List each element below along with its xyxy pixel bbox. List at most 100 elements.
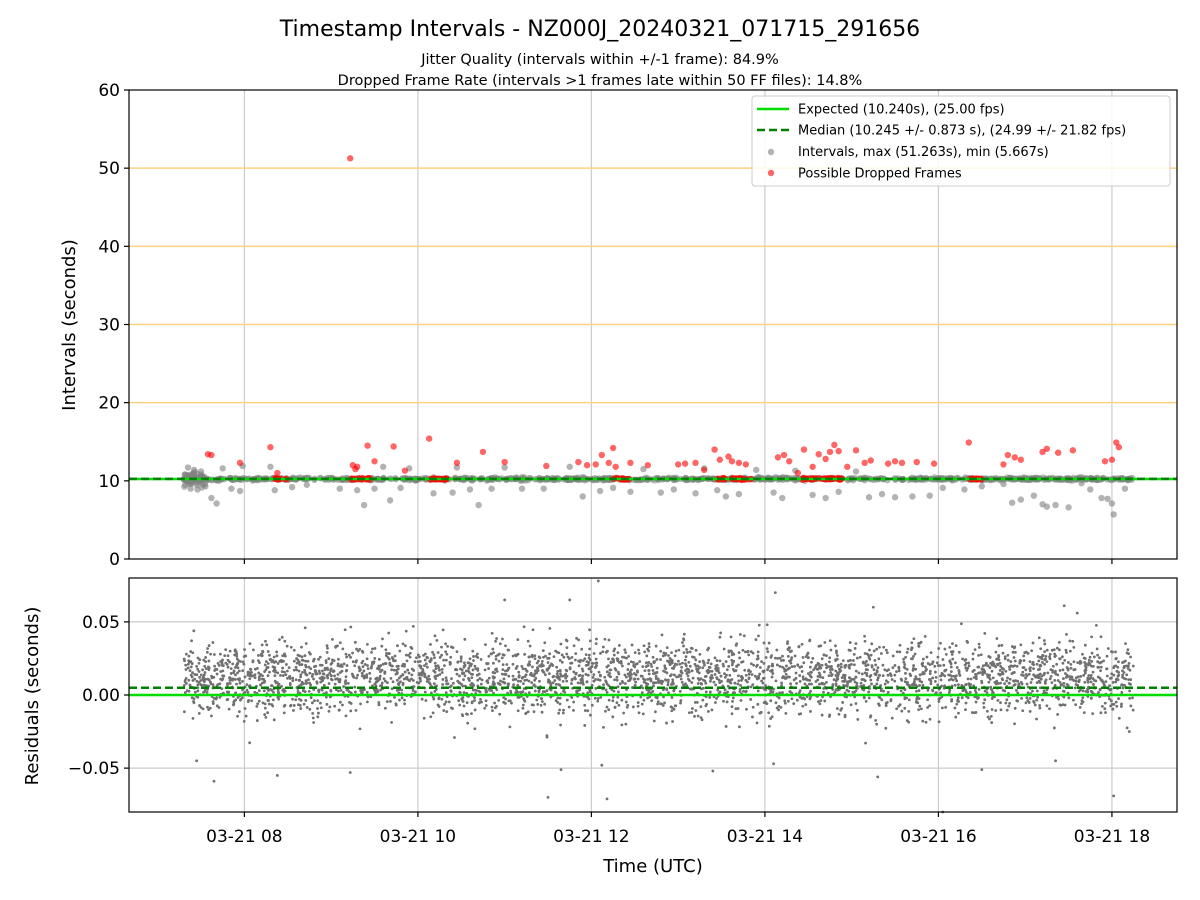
residual-point bbox=[974, 691, 978, 695]
interval-point bbox=[360, 501, 368, 509]
residual-point bbox=[292, 704, 296, 707]
residual-point bbox=[516, 638, 520, 642]
residual-point bbox=[292, 709, 295, 712]
residual-point bbox=[185, 682, 188, 685]
residual-point bbox=[377, 667, 381, 671]
residual-point bbox=[767, 711, 771, 715]
interval-point bbox=[267, 463, 274, 470]
residual-point bbox=[1086, 678, 1090, 682]
residual-point bbox=[758, 666, 762, 669]
residual-point bbox=[809, 670, 812, 674]
residual-point bbox=[510, 701, 513, 705]
residual-point bbox=[530, 703, 534, 707]
intervals-y-axis-label: Intervals (seconds) bbox=[59, 239, 80, 411]
residual-point bbox=[969, 677, 973, 681]
residual-point bbox=[581, 674, 585, 678]
residual-point bbox=[389, 664, 393, 668]
residual-point bbox=[1125, 651, 1129, 655]
residual-point bbox=[197, 670, 201, 673]
residual-point bbox=[1007, 704, 1011, 708]
residual-point bbox=[205, 650, 209, 654]
residual-point bbox=[327, 657, 331, 661]
residual-point bbox=[478, 677, 482, 680]
intervals-y-tick-label: 50 bbox=[98, 159, 120, 179]
residual-point bbox=[1000, 643, 1004, 647]
residual-point bbox=[1129, 704, 1133, 708]
residual-point bbox=[592, 679, 596, 683]
residual-point bbox=[731, 661, 734, 665]
residual-point bbox=[624, 682, 627, 685]
residual-point bbox=[189, 650, 193, 653]
interval-point bbox=[835, 488, 842, 495]
residual-point bbox=[915, 677, 919, 681]
residual-point bbox=[603, 637, 607, 641]
residual-point bbox=[628, 674, 631, 678]
residual-point bbox=[647, 642, 651, 646]
residual-point bbox=[1062, 695, 1066, 699]
residual-point bbox=[1043, 657, 1047, 661]
residual-point bbox=[312, 677, 315, 681]
residual-point bbox=[325, 644, 329, 648]
residual-point bbox=[478, 690, 482, 694]
residual-point bbox=[1045, 648, 1049, 652]
residual-point bbox=[822, 682, 826, 686]
residual-point bbox=[298, 654, 302, 658]
residual-point bbox=[736, 682, 740, 686]
residual-point bbox=[660, 679, 664, 683]
residual-point bbox=[1022, 654, 1026, 658]
residual-point bbox=[875, 722, 879, 726]
residual-point bbox=[820, 657, 824, 661]
residual-point bbox=[266, 650, 270, 653]
residual-point bbox=[471, 649, 475, 653]
dropped-frame-point bbox=[371, 458, 378, 465]
residual-point bbox=[202, 683, 206, 687]
residual-point bbox=[712, 680, 716, 684]
residual-point bbox=[875, 669, 879, 673]
residual-point bbox=[377, 703, 381, 707]
legend-expected-label: Expected (10.240s), (25.00 fps) bbox=[798, 103, 1005, 118]
residual-point bbox=[499, 679, 502, 683]
residual-point bbox=[434, 664, 438, 668]
residual-point bbox=[751, 715, 754, 719]
residual-point bbox=[1064, 648, 1068, 652]
residual-point bbox=[684, 655, 688, 659]
residual-point bbox=[345, 664, 349, 667]
interval-point bbox=[670, 486, 678, 493]
residual-point bbox=[212, 675, 216, 679]
residual-point bbox=[297, 678, 301, 682]
residual-point bbox=[249, 668, 253, 672]
residual-point bbox=[599, 651, 602, 655]
residual-point bbox=[938, 696, 942, 700]
residual-point bbox=[333, 682, 337, 686]
residual-point bbox=[852, 663, 856, 667]
residual-point bbox=[418, 676, 422, 680]
residual-point bbox=[696, 714, 700, 718]
residual-point bbox=[835, 676, 839, 680]
residual-point bbox=[769, 717, 773, 720]
residual-point bbox=[264, 668, 268, 672]
residual-point bbox=[843, 678, 847, 682]
residual-point bbox=[1089, 664, 1093, 668]
residual-point bbox=[868, 657, 872, 661]
residual-point bbox=[1089, 680, 1093, 684]
residual-point bbox=[1060, 683, 1064, 686]
dropped-frame-point bbox=[1101, 458, 1109, 465]
residual-point bbox=[912, 680, 916, 683]
dropped-frame-point bbox=[583, 462, 591, 469]
residual-point bbox=[1012, 646, 1016, 650]
x-tick-label: 03-21 18 bbox=[1074, 827, 1150, 847]
residual-point bbox=[373, 657, 377, 660]
residual-point bbox=[231, 662, 235, 666]
residual-point bbox=[756, 702, 760, 706]
residual-point bbox=[554, 699, 558, 702]
residual-point bbox=[465, 701, 469, 705]
residual-point bbox=[604, 688, 608, 692]
residual-point bbox=[682, 637, 685, 641]
residual-point bbox=[609, 661, 613, 665]
residual-point bbox=[687, 711, 691, 715]
residual-point bbox=[433, 675, 437, 679]
residual-point bbox=[1044, 654, 1048, 658]
residual-point bbox=[940, 671, 944, 675]
residual-point bbox=[338, 664, 342, 668]
residual-point bbox=[990, 688, 994, 692]
